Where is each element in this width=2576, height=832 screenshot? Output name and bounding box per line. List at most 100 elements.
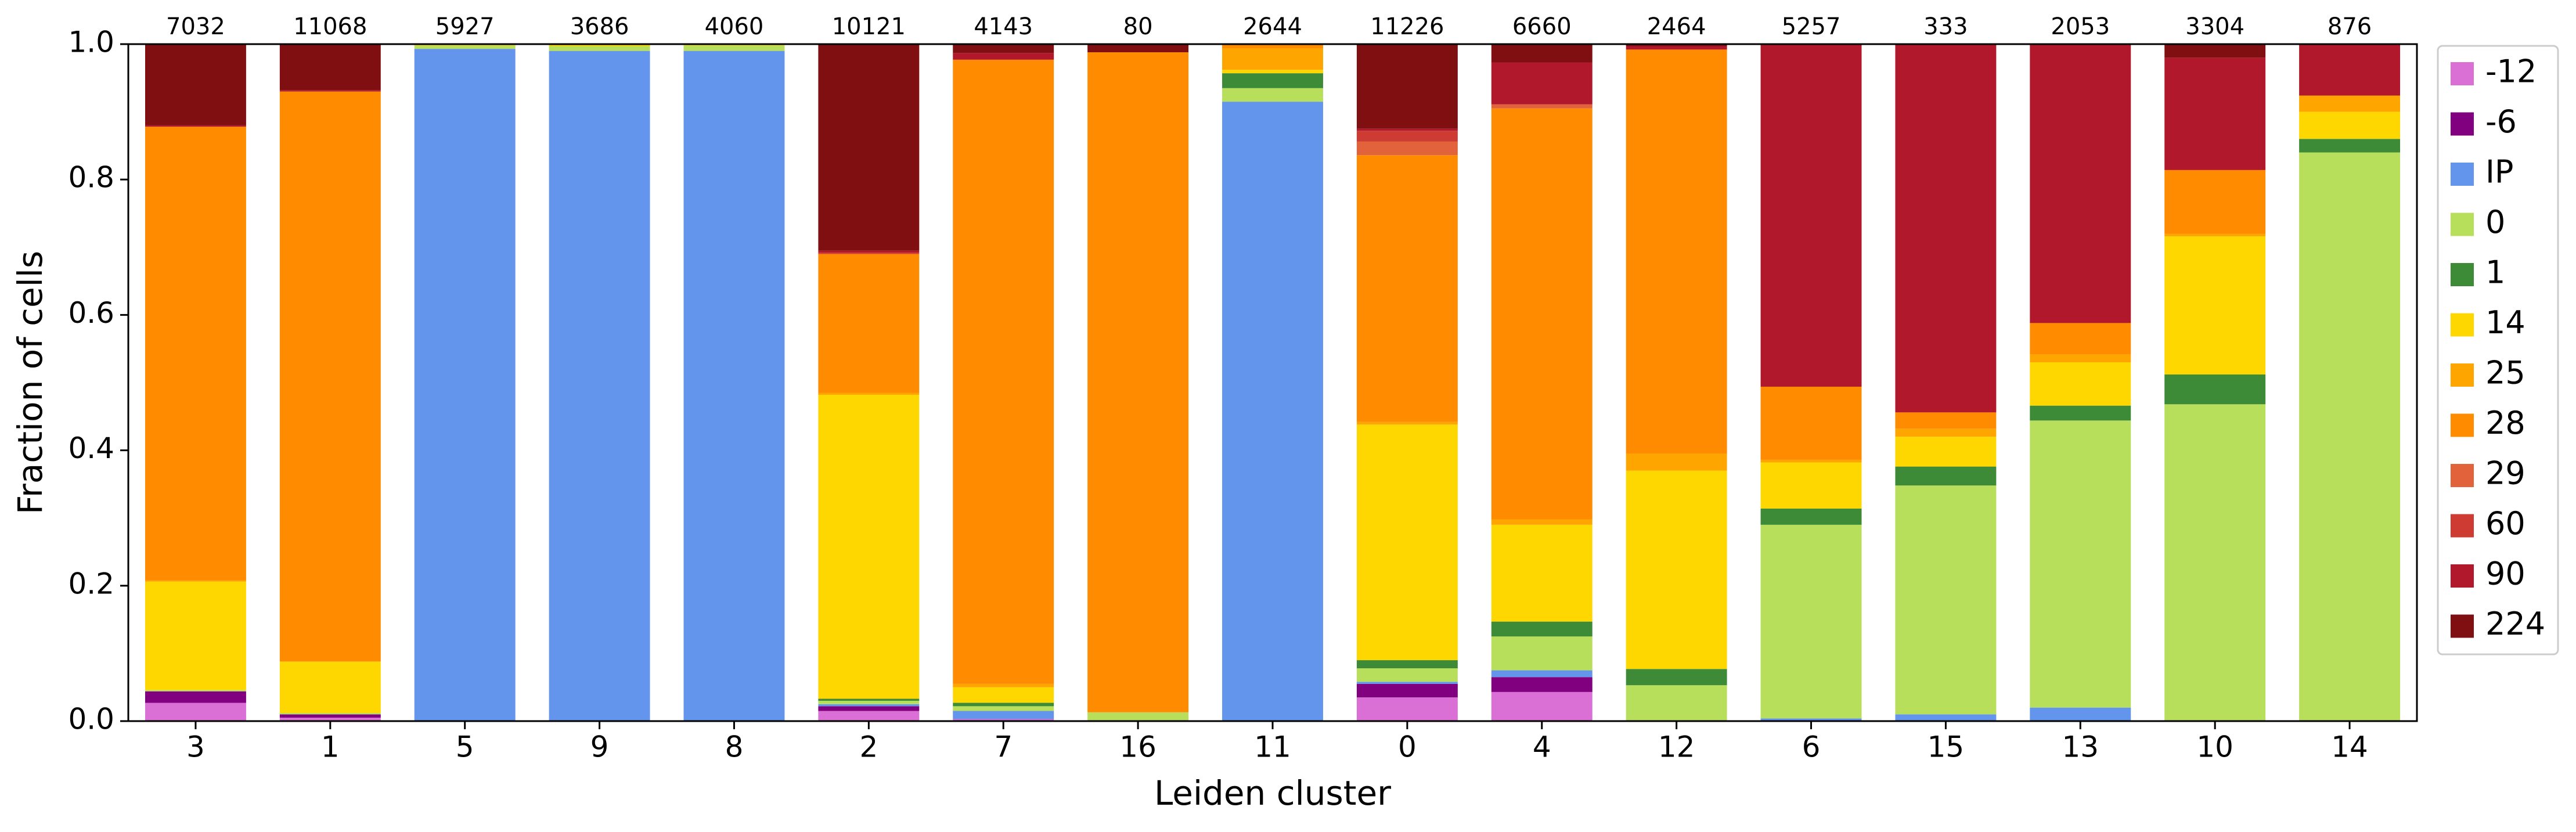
bar-segment [414,49,516,722]
legend-frame [2437,45,2559,655]
bar-segment [1491,62,1593,105]
bar-segment [953,683,1054,687]
bar-segment [2299,152,2401,721]
legend-swatch [2451,112,2474,136]
bar-segment [2164,236,2266,375]
bar-label: 7032 [166,13,225,40]
bar-label: 3686 [570,13,629,40]
bar-segment [279,90,381,92]
y-tick-label: 1.0 [68,26,114,59]
bar-segment [1626,46,1727,50]
plot-frame [127,43,2418,722]
bar-segment [279,714,381,718]
bar-label: 5257 [1782,13,1841,40]
bar-segment [953,44,1054,53]
bar-segment [1222,48,1323,70]
bar-segment [1760,459,1862,463]
bar-segment [1222,102,1323,722]
bar-segment [2030,362,2131,406]
bar-segment [953,687,1054,703]
bar-segment [145,581,246,690]
bar-segment [2164,374,2266,405]
bar-segment [2164,170,2266,234]
bar-segment [1491,104,1593,109]
y-tick-label: 0.0 [68,703,114,736]
bar-segment [1491,677,1593,692]
bar-label: 6660 [1512,13,1572,40]
x-tick-label: 16 [1119,730,1157,764]
y-axis-label: Fraction of cells [10,251,50,514]
bar-segment [1491,44,1593,63]
legend-label: 29 [2485,455,2525,492]
bar-segment [818,701,920,704]
bar-segment [1626,470,1727,669]
bar-segment [818,44,920,251]
bar-segment [2299,44,2401,96]
bar-segment [1895,485,1997,715]
bar-segment [818,394,920,699]
x-tick-label: 5 [456,730,474,764]
bar-segment [1356,683,1458,698]
bar-label: 876 [2328,13,2372,40]
bar-segment [818,392,920,395]
legend-label: 60 [2485,505,2525,542]
bar-segment [1356,422,1458,425]
legend-label: 224 [2485,606,2545,642]
y-tick-label: 0.4 [68,431,114,465]
bar-segment [1356,424,1458,661]
bar-segment [1491,108,1593,520]
bar-segment [1895,428,1997,437]
bar-segment [1760,718,1862,721]
bar-segment [145,690,246,691]
bar-segment [818,254,920,393]
bar-label: 4143 [974,13,1033,40]
x-tick-label: 2 [859,730,878,764]
legend-swatch [2451,263,2474,286]
bar-segment [1895,437,1997,467]
legend-swatch [2451,514,2474,538]
bar-segment [279,718,381,721]
bar-label: 2644 [1243,13,1302,40]
bar-segment [279,44,381,91]
bar-segment [1626,685,1727,721]
legend-swatch [2451,564,2474,588]
legend-swatch [2451,614,2474,638]
bar-segment [2164,404,2266,721]
bar-segment [1491,636,1593,671]
bar-segment [549,44,650,46]
bar-segment [683,45,785,51]
bar-segment [279,91,381,662]
bar-label: 10121 [832,13,906,40]
bar-segment [1222,44,1323,48]
bar-segment [1356,155,1458,422]
bar-label: 80 [1123,13,1153,40]
bar-segment [1491,519,1593,525]
bar-segment [2299,139,2401,153]
bar-segment [1222,70,1323,74]
bar-segment [2164,57,2266,170]
bar-segment [953,719,1054,721]
x-tick-label: 15 [1928,730,1965,764]
bar-segment [1356,668,1458,682]
bar-label: 2053 [2051,13,2110,40]
bar-segment [1760,386,1862,460]
bar-segment [279,661,381,714]
bar-label: 4060 [705,13,764,40]
y-tick-label: 0.6 [68,296,114,330]
bar-segment [2030,707,2131,721]
bar-segment [1356,128,1458,131]
x-tick-label: 10 [2196,730,2233,764]
bar-segment [414,45,516,49]
bar-segment [145,44,246,125]
bar-segment [953,706,1054,711]
legend-swatch [2451,464,2474,487]
bar-segment [1087,712,1189,721]
bar-segment [2299,111,2401,139]
legend-label: 28 [2485,405,2525,441]
bar-segment [2030,354,2131,363]
bar-segment [1087,44,1189,52]
bar-segment [1626,44,1727,46]
bar-segment [1760,508,1862,525]
x-axis-label: Leiden cluster [1154,773,1391,813]
legend-label: 25 [2485,355,2525,391]
